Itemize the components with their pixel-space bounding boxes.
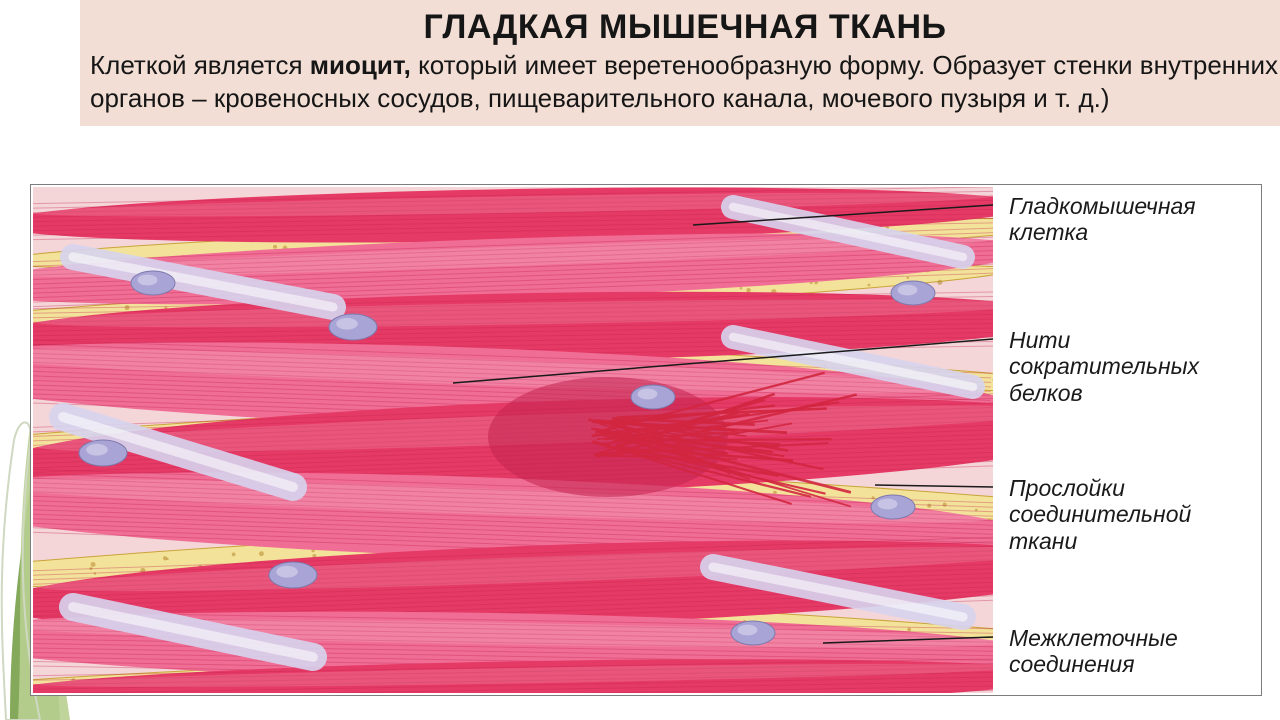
label-cell: Гладкомышечная клетка (1009, 193, 1257, 246)
label-column: Гладкомышечная клетка Нити сократительных… (1001, 187, 1257, 693)
diagram-frame: Гладкомышечная клетка Нити сократительных… (30, 184, 1262, 696)
label-filaments: Нити сократительных белков (1009, 327, 1257, 406)
label-connective: Прослойки соединительной ткани (1009, 475, 1257, 554)
header-block: ГЛАДКАЯ МЫШЕЧНАЯ ТКАНЬ Клеткой является … (80, 0, 1280, 126)
desc-prefix: Клеткой является (90, 50, 310, 80)
page-title: ГЛАДКАЯ МЫШЕЧНАЯ ТКАНЬ (90, 8, 1280, 47)
pointer-overlay (33, 187, 993, 693)
desc-bold: миоцит, (310, 50, 411, 80)
label-junctions: Межклеточные соединения (1009, 625, 1257, 678)
description: Клеткой является миоцит, который имеет в… (90, 49, 1280, 116)
